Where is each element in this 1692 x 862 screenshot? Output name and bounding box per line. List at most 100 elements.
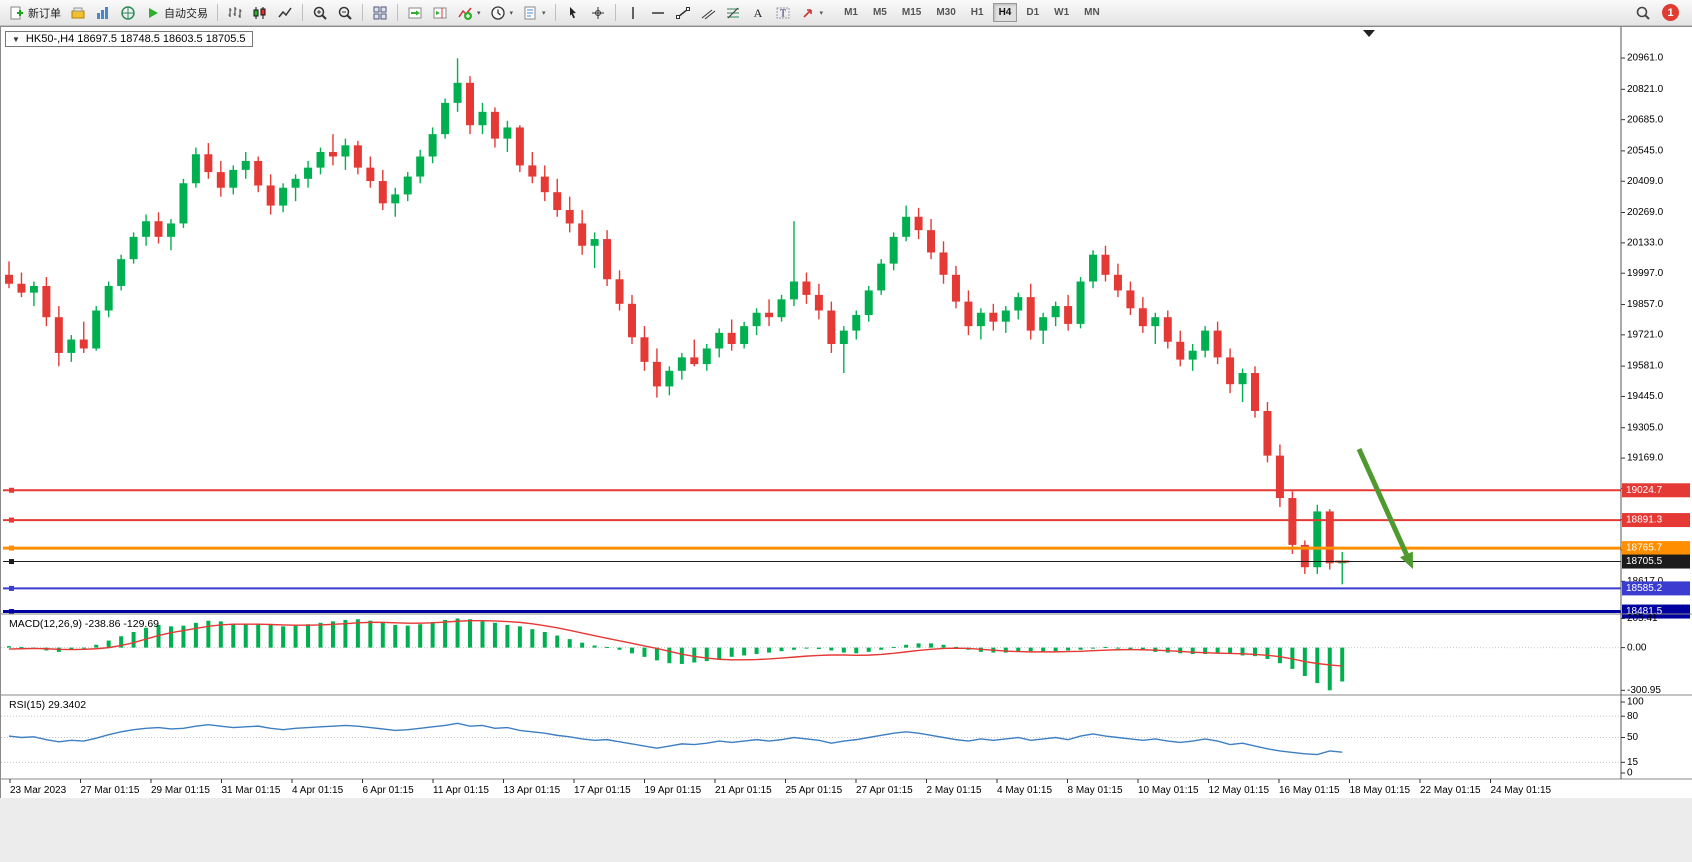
timeframe-w1-button[interactable]: W1 <box>1048 3 1075 22</box>
svg-text:11 Apr 01:15: 11 Apr 01:15 <box>433 785 489 796</box>
tile-windows-icon <box>372 5 388 21</box>
svg-text:27 Apr 01:15: 27 Apr 01:15 <box>856 785 913 796</box>
annotation-arrow[interactable] <box>1356 447 1413 569</box>
chart-title: HK50-,H4 18697.5 18748.5 18603.5 18705.5 <box>25 33 246 45</box>
svg-text:4 May 01:15: 4 May 01:15 <box>997 785 1052 796</box>
svg-text:19169.0: 19169.0 <box>1627 453 1664 464</box>
text-button[interactable]: A <box>746 2 770 24</box>
timeframe-m30-button[interactable]: M30 <box>930 3 961 22</box>
svg-text:RSI(15) 29.3402: RSI(15) 29.3402 <box>9 699 86 711</box>
trendline-button[interactable] <box>671 2 695 24</box>
zoom-in-button[interactable] <box>308 2 332 24</box>
fibonacci-button[interactable] <box>721 2 745 24</box>
one-click-trading-toggle[interactable]: ▼ <box>12 34 20 44</box>
fibonacci-icon <box>725 5 741 21</box>
chart-window[interactable]: 20961.0 20821.0 20685.0 20545.0 20409.0 20269… <box>0 26 1692 799</box>
toolbar-separator <box>397 4 398 21</box>
chart-shift-button[interactable] <box>428 2 452 24</box>
timeframe-m15-button[interactable]: M15 <box>896 3 927 22</box>
arrows-button[interactable]: ▾ <box>796 2 828 24</box>
line-chart-icon <box>277 5 293 21</box>
notification-badge[interactable]: 1 <box>1662 4 1679 21</box>
svg-text:20133.0: 20133.0 <box>1627 238 1664 249</box>
svg-text:19997.0: 19997.0 <box>1627 268 1664 279</box>
svg-text:0: 0 <box>1627 768 1633 779</box>
toolbar: 新订单 自动交易 ▾ ▾ ▾ A T ▾ M1 M5 M15 M30 H1 H4 D1 W1 MN 1 <box>0 0 1692 26</box>
bar-chart-button[interactable] <box>223 2 247 24</box>
caret-down-icon: ▾ <box>819 9 824 17</box>
svg-text:20685.0: 20685.0 <box>1627 114 1664 125</box>
candlestick-chart-button[interactable] <box>248 2 272 24</box>
indicators-icon <box>457 5 473 21</box>
chart-shift-icon <box>432 5 448 21</box>
market-watch-button[interactable] <box>66 2 90 24</box>
auto-trading-button[interactable]: 自动交易 <box>141 2 212 24</box>
timeframe-buttons: M1 M5 M15 M30 H1 H4 D1 W1 MN <box>837 3 1107 22</box>
svg-text:20269.0: 20269.0 <box>1627 207 1664 218</box>
svg-text:19305.0: 19305.0 <box>1627 422 1664 433</box>
timeframe-mn-button[interactable]: MN <box>1078 3 1106 22</box>
hline-19024.7[interactable]: 19024.7 <box>3 483 1690 498</box>
zoom-out-icon <box>337 5 353 21</box>
svg-text:25 Apr 01:15: 25 Apr 01:15 <box>786 785 843 796</box>
periods-button[interactable]: ▾ <box>486 2 518 24</box>
tile-windows-button[interactable] <box>368 2 392 24</box>
svg-text:18585.2: 18585.2 <box>1626 583 1663 594</box>
charts-icon <box>95 5 111 21</box>
new-order-label: 新订单 <box>28 7 61 20</box>
auto-scroll-button[interactable] <box>403 2 427 24</box>
time-axis[interactable]: 23 Mar 2023 27 Mar 01:15 29 Mar 01:15 31 Ma… <box>9 779 1552 796</box>
svg-text:29 Mar 01:15: 29 Mar 01:15 <box>151 785 210 796</box>
line-chart-button[interactable] <box>273 2 297 24</box>
chart-canvas[interactable]: 20961.0 20821.0 20685.0 20545.0 20409.0 20269… <box>1 27 1692 799</box>
timeframe-h1-button[interactable]: H1 <box>965 3 990 22</box>
text-icon: A <box>750 5 766 21</box>
hline-18891.3[interactable]: 18891.3 <box>3 513 1690 528</box>
history-center-button[interactable] <box>116 2 140 24</box>
zoom-out-button[interactable] <box>333 2 357 24</box>
timeframe-d1-button[interactable]: D1 <box>1020 3 1045 22</box>
svg-text:18481.5: 18481.5 <box>1626 606 1663 617</box>
crosshair-icon <box>590 5 606 21</box>
timeframe-m5-button[interactable]: M5 <box>867 3 893 22</box>
hline-18585.2[interactable]: 18585.2 <box>3 581 1690 596</box>
hline-18765.7[interactable]: 18765.7 <box>3 541 1690 556</box>
cursor-icon <box>565 5 581 21</box>
auto-trading-label: 自动交易 <box>164 7 208 20</box>
panel-dividers[interactable] <box>1 27 1692 780</box>
auto-scroll-icon <box>407 5 423 21</box>
price-axis[interactable]: 20961.0 20821.0 20685.0 20545.0 20409.0 20269… <box>1621 53 1664 587</box>
candlesticks-layer <box>5 58 1347 585</box>
crosshair-button[interactable] <box>586 2 610 24</box>
chart-shift-marker-icon[interactable] <box>1363 30 1375 37</box>
toolbar-separator <box>554 4 556 21</box>
hline-18705.5[interactable]: 18705.5 <box>3 554 1690 569</box>
svg-text:20821.0: 20821.0 <box>1627 84 1664 95</box>
templates-icon <box>522 5 538 21</box>
caret-down-icon: ▾ <box>509 9 514 17</box>
svg-text:A: A <box>753 6 762 20</box>
svg-text:20545.0: 20545.0 <box>1627 146 1664 157</box>
macd-panel: MACD(12,26,9) -238.86 -129.69 205.41 0.00 -… <box>1 613 1661 696</box>
svg-text:22 May 01:15: 22 May 01:15 <box>1420 785 1481 796</box>
timeframe-h4-button[interactable]: H4 <box>992 3 1018 22</box>
cursor-button[interactable] <box>561 2 585 24</box>
search-button[interactable] <box>1631 2 1655 24</box>
svg-text:2 May 01:15: 2 May 01:15 <box>927 785 982 796</box>
svg-text:10 May 01:15: 10 May 01:15 <box>1138 785 1199 796</box>
rsi-panel: RSI(15) 29.3402 100 80 50 150 <box>1 697 1644 779</box>
svg-text:18 May 01:15: 18 May 01:15 <box>1350 785 1411 796</box>
hline-18481.5[interactable]: 18481.5 <box>3 604 1690 619</box>
timeframe-m1-button[interactable]: M1 <box>838 3 864 22</box>
equidistant-channel-button[interactable] <box>696 2 720 24</box>
vline-icon <box>625 5 641 21</box>
chart-window-button[interactable] <box>91 2 115 24</box>
text-label-button[interactable]: T <box>771 2 795 24</box>
new-order-button[interactable]: 新订单 <box>5 2 65 24</box>
horizontal-line-button[interactable] <box>646 2 670 24</box>
indicators-button[interactable]: ▾ <box>453 2 485 24</box>
toolbar-separator <box>614 4 616 21</box>
vertical-line-button[interactable] <box>621 2 645 24</box>
svg-text:8 May 01:15: 8 May 01:15 <box>1068 785 1123 796</box>
templates-button[interactable]: ▾ <box>518 2 550 24</box>
